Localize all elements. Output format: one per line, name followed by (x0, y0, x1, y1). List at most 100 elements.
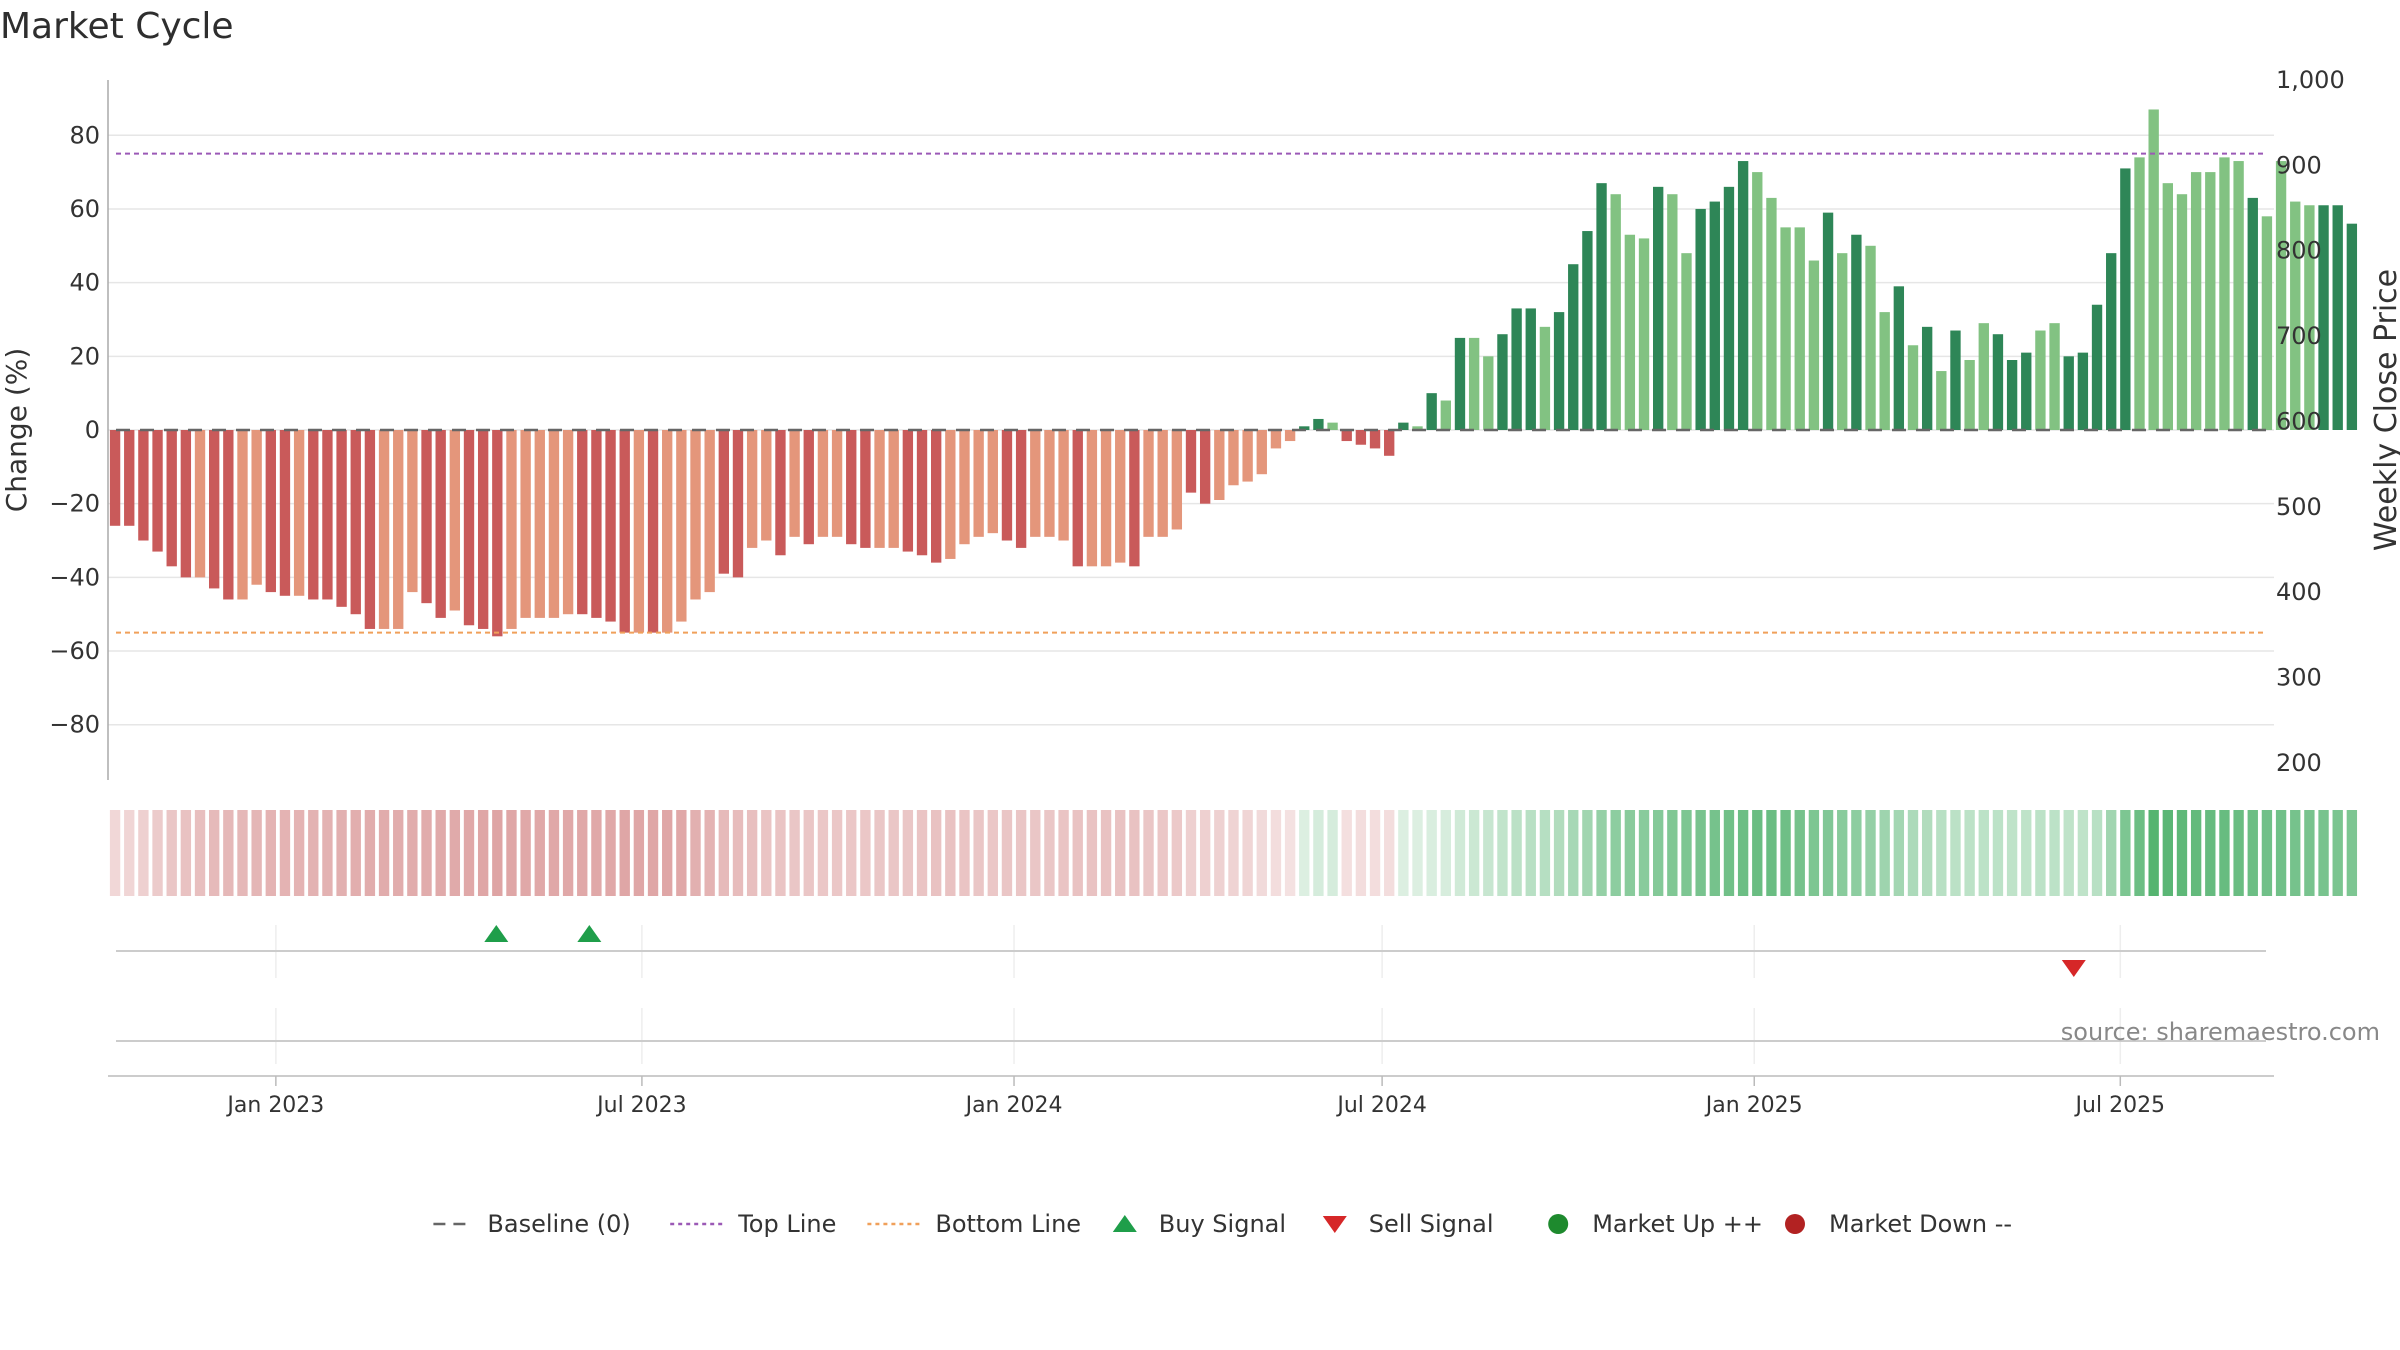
change-bar (1355, 430, 1367, 445)
strength-cell (378, 810, 390, 896)
change-bar (1766, 197, 1777, 430)
strength-cell (2261, 810, 2273, 896)
change-bar (647, 430, 659, 633)
strength-cell (265, 810, 276, 896)
strength-cell (1369, 810, 1381, 896)
strength-cell (775, 810, 786, 896)
change-bar (1808, 260, 1820, 430)
strength-cell (2219, 810, 2230, 896)
change-bar (393, 430, 404, 629)
strength-cell (2106, 810, 2117, 896)
legend-item: Sell Signal (1322, 1210, 1493, 1238)
change-bar (449, 430, 461, 611)
strength-cell (2247, 810, 2258, 896)
change-bar (1737, 161, 1749, 431)
legend-label: Market Up ++ (1592, 1210, 1763, 1238)
y-tick-label: 60 (69, 195, 100, 223)
change-bar (1596, 183, 1607, 430)
change-bar (2332, 205, 2343, 430)
y2-tick-label: 600 (2276, 407, 2322, 435)
strength-cell (1100, 810, 1112, 896)
strength-cell (605, 810, 616, 896)
grid (108, 134, 2274, 726)
strength-cell (322, 810, 333, 896)
strength-cell (1355, 810, 1367, 896)
change-bar (124, 430, 135, 526)
change-bar (1978, 323, 1989, 430)
x-axis: Jan 2023 Jul 2023 Jan 2024 Jul 2024 Jan 2025… (108, 1075, 2274, 1118)
strength-cell (2049, 810, 2060, 896)
change-bar (237, 430, 248, 600)
change-bar (506, 430, 517, 629)
y2-tick-label: 700 (2276, 322, 2322, 350)
change-bar (633, 430, 645, 633)
y-tick-label: 0 (85, 416, 100, 444)
strength-cell (1270, 810, 1282, 896)
change-bar (520, 430, 531, 618)
strength-cell (1865, 810, 1876, 896)
y-tick-label: 20 (69, 342, 100, 370)
change-bar (1426, 393, 1437, 430)
y-tick-label: 80 (69, 121, 100, 149)
legend-item: Market Down -- (1785, 1210, 2012, 1238)
strength-cell (1624, 810, 1636, 896)
change-bar (1483, 356, 1494, 430)
strength-cell (2162, 810, 2174, 896)
legend-symbol-dot (1548, 1214, 1569, 1234)
strength-cell (633, 810, 645, 896)
change-bar (2091, 304, 2103, 430)
strength-cell (987, 810, 998, 896)
strength-cell (831, 810, 843, 896)
strength-cell (1440, 810, 1452, 896)
strength-cell (860, 810, 871, 896)
change-bar (1865, 245, 1876, 430)
change-bar (1709, 201, 1720, 430)
strength-cell (1030, 810, 1041, 896)
change-bar (1907, 345, 1919, 430)
reference-lines (116, 152, 2266, 634)
change-bar (1185, 430, 1197, 493)
y2-tick-label: 500 (2276, 493, 2322, 521)
strength-cell (1936, 810, 1947, 896)
change-bar (1950, 330, 1961, 430)
change-bar (1497, 334, 1508, 430)
strength-cell (1483, 810, 1494, 896)
change-bar (1115, 430, 1126, 563)
strength-cell (138, 810, 149, 896)
strength-cell (1171, 810, 1183, 896)
change-bar (138, 430, 149, 541)
change-bar (2219, 157, 2230, 431)
strength-cell (1808, 810, 1820, 896)
change-bar (860, 430, 871, 548)
change-bar (1992, 334, 2004, 430)
strength-cell (1794, 810, 1805, 896)
change-bar (463, 430, 475, 626)
strength-cell (1737, 810, 1749, 896)
change-bar (831, 430, 843, 537)
y2-tick-label: 400 (2276, 578, 2322, 606)
strength-cell (1384, 810, 1395, 896)
strength-cell (520, 810, 531, 896)
strength-cell (1907, 810, 1919, 896)
strength-cell (1695, 810, 1706, 896)
change-bar (1058, 430, 1069, 541)
change-bar (1256, 430, 1267, 475)
change-bar (322, 430, 333, 600)
strength-cell (1879, 810, 1890, 896)
change-bar (435, 430, 446, 618)
strength-cell (1568, 810, 1579, 896)
sell-signal-marker (2061, 960, 2086, 977)
change-bar (1454, 337, 1466, 430)
change-bar (1214, 430, 1225, 500)
change-bar (1143, 430, 1154, 537)
strength-cell (1001, 810, 1013, 896)
change-bar (817, 430, 829, 537)
change-bar (2190, 172, 2202, 430)
strength-cell (1072, 810, 1083, 896)
change-bar (1398, 422, 1409, 430)
change-bar (2304, 205, 2315, 430)
signal-panel: source: sharemaestro.com (116, 925, 2380, 1064)
change-bar (1412, 426, 1423, 430)
change-bar (761, 430, 772, 541)
strength-cell (1299, 810, 1310, 896)
